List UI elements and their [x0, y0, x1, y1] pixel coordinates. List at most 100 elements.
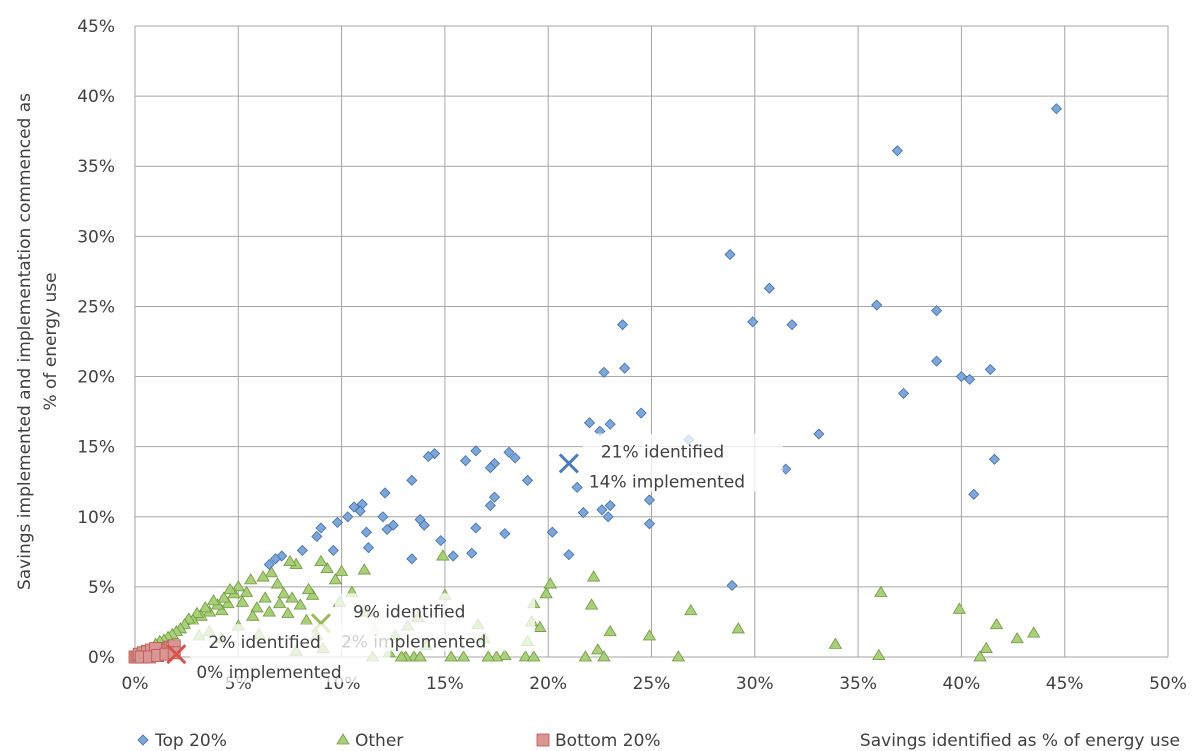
- y-tick-label: 45%: [77, 17, 115, 37]
- data-point: [597, 650, 611, 662]
- data-point: [217, 591, 231, 603]
- legend-label: Top 20%: [154, 731, 227, 751]
- data-point: [1027, 626, 1041, 638]
- data-point: [747, 316, 759, 328]
- average-markers: 21% identified 14% implemented 9% identifi…: [166, 433, 783, 683]
- data-point: [499, 528, 511, 540]
- data-point: [724, 248, 736, 261]
- data-point: [642, 629, 657, 641]
- legend: Top 20% Other Bottom 20%: [137, 731, 661, 751]
- data-point: [518, 650, 533, 662]
- data-point: [591, 643, 605, 655]
- data-point: [381, 523, 393, 535]
- x-tick-label: 30%: [736, 674, 774, 694]
- x-tick-label: 15%: [426, 674, 464, 694]
- data-point: [583, 417, 596, 429]
- data-point: [413, 650, 427, 662]
- x-tick-label: 40%: [943, 674, 981, 694]
- y-tick-label: 35%: [77, 157, 115, 177]
- data-point: [604, 418, 616, 430]
- data-point: [602, 511, 614, 523]
- legend-entry: Bottom 20%: [536, 731, 661, 751]
- data-point: [984, 363, 996, 376]
- average-marker: 2% identified 0% implemented: [166, 624, 391, 683]
- data-point: [435, 535, 447, 547]
- data-point: [874, 585, 888, 597]
- data-point: [444, 650, 458, 662]
- data-point: [470, 522, 482, 534]
- data-point: [360, 526, 372, 538]
- data-point: [334, 564, 349, 576]
- data-point: [190, 606, 204, 618]
- data-point: [342, 511, 354, 523]
- data-point: [262, 605, 276, 617]
- data-point: [320, 561, 334, 574]
- data-point: [305, 588, 320, 600]
- data-point: [973, 650, 987, 662]
- data-point: [931, 355, 943, 367]
- legend-label: Other: [355, 731, 403, 751]
- data-point: [314, 554, 328, 567]
- data-point: [327, 544, 339, 556]
- data-point: [871, 299, 883, 311]
- data-point: [498, 648, 512, 660]
- data-point: [277, 587, 291, 599]
- data-point: [258, 591, 272, 603]
- y-tick-label: 30%: [77, 227, 115, 247]
- data-point: [897, 387, 910, 399]
- data-point: [571, 481, 583, 493]
- y-tick-label: 10%: [77, 508, 115, 528]
- data-point: [315, 522, 327, 534]
- data-point: [418, 519, 430, 531]
- data-point: [503, 446, 515, 458]
- legend-entry: Top 20%: [137, 731, 227, 751]
- data-point: [989, 617, 1004, 630]
- y-tick-label: 0%: [88, 648, 115, 668]
- data-point: [596, 504, 608, 516]
- data-point: [270, 577, 285, 589]
- y-tick-label: 40%: [77, 87, 115, 107]
- data-point: [239, 585, 254, 597]
- data-point: [488, 491, 501, 503]
- data-point: [533, 620, 547, 632]
- data-point: [221, 596, 235, 609]
- data-point: [272, 596, 287, 609]
- data-point: [484, 499, 496, 512]
- data-point: [215, 603, 229, 616]
- data-point: [546, 526, 558, 538]
- data-point: [466, 547, 478, 559]
- y-axis-label: Savings implemented and implementation c…: [15, 93, 61, 590]
- data-point: [484, 462, 496, 474]
- data-point: [459, 455, 472, 467]
- data-point: [1010, 631, 1024, 644]
- average-label-identified: 9% identified: [353, 602, 465, 622]
- data-point: [635, 407, 647, 419]
- data-point: [281, 606, 295, 618]
- data-point: [311, 530, 323, 542]
- data-point: [988, 453, 1001, 465]
- data-point: [264, 566, 279, 578]
- data-point: [283, 554, 297, 567]
- data-point: [539, 587, 553, 599]
- data-point: [891, 145, 903, 157]
- y-tick-label: 15%: [77, 438, 115, 458]
- data-point: [406, 553, 418, 565]
- data-point: [598, 366, 610, 378]
- data-point: [406, 474, 418, 486]
- legend-marker: [137, 734, 149, 746]
- data-point: [354, 505, 366, 517]
- data-point: [527, 650, 541, 662]
- average-label-implemented: 14% implemented: [589, 472, 745, 492]
- y-tick-label: 20%: [77, 368, 115, 388]
- data-point: [447, 550, 459, 562]
- average-label-identified: 21% identified: [601, 442, 724, 462]
- data-point: [1050, 103, 1063, 115]
- data-point: [726, 579, 738, 592]
- x-tick-label: 50%: [1149, 674, 1187, 694]
- average-label-identified: 2% identified: [208, 633, 320, 653]
- data-point: [509, 452, 521, 464]
- series-bottom-20-: [128, 639, 181, 664]
- data-point: [563, 549, 575, 561]
- data-point: [577, 507, 589, 519]
- data-point: [377, 511, 389, 523]
